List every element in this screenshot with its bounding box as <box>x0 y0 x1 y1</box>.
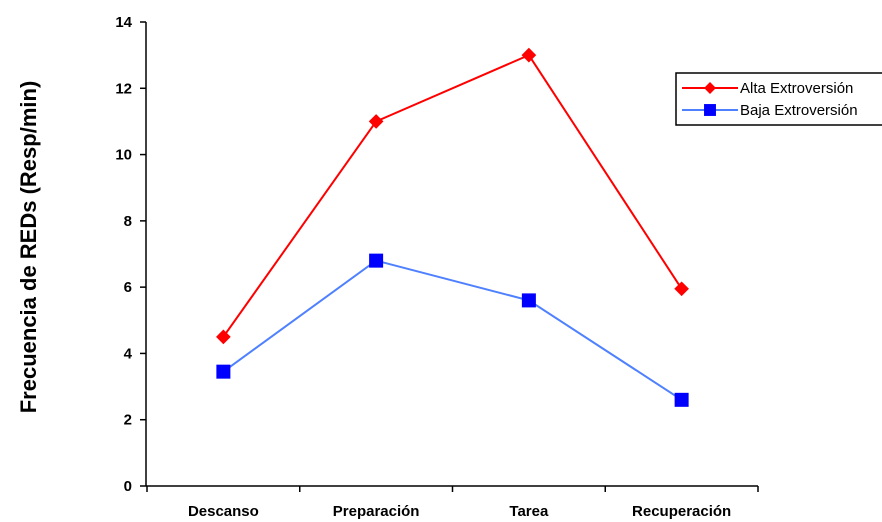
data-point <box>521 293 536 308</box>
x-category-label: Tarea <box>509 503 549 520</box>
data-point <box>674 281 689 297</box>
data-point <box>369 253 384 268</box>
y-tick-label: 0 <box>124 478 132 495</box>
y-tick-label: 12 <box>115 80 132 97</box>
legend-marker <box>704 104 716 116</box>
series-line <box>222 53 683 338</box>
x-category-label: Descanso <box>188 503 259 520</box>
data-point <box>521 47 537 63</box>
y-tick-label: 8 <box>124 213 132 230</box>
legend-marker <box>704 82 716 94</box>
data-point <box>216 364 231 379</box>
data-point <box>368 114 384 129</box>
x-category-label: Recuperación <box>632 503 731 520</box>
data-point <box>216 329 231 345</box>
y-tick-label: 14 <box>115 14 132 31</box>
legend-label: Baja Extroversión <box>740 102 858 119</box>
legend: Alta Extroversión Baja Extroversión <box>675 72 882 126</box>
series-0 <box>216 47 689 345</box>
y-tick-label: 6 <box>124 279 132 296</box>
series-layer <box>216 47 689 407</box>
y-tick-label: 4 <box>124 345 133 362</box>
series-line <box>222 259 683 401</box>
series-1 <box>216 253 689 407</box>
y-tick-label: 10 <box>115 147 132 164</box>
y-tick-label: 2 <box>124 412 132 429</box>
data-point <box>674 392 689 407</box>
axes: 0 2 4 6 8 10 12 14 Descanso Preparación Tarea Recup… <box>115 14 759 520</box>
y-axis-label: Frecuencia de REDs (Resp/min) <box>16 81 41 414</box>
legend-label: Alta Extroversión <box>740 80 853 97</box>
x-category-label: Preparación <box>333 503 420 520</box>
legend-box <box>675 72 882 126</box>
